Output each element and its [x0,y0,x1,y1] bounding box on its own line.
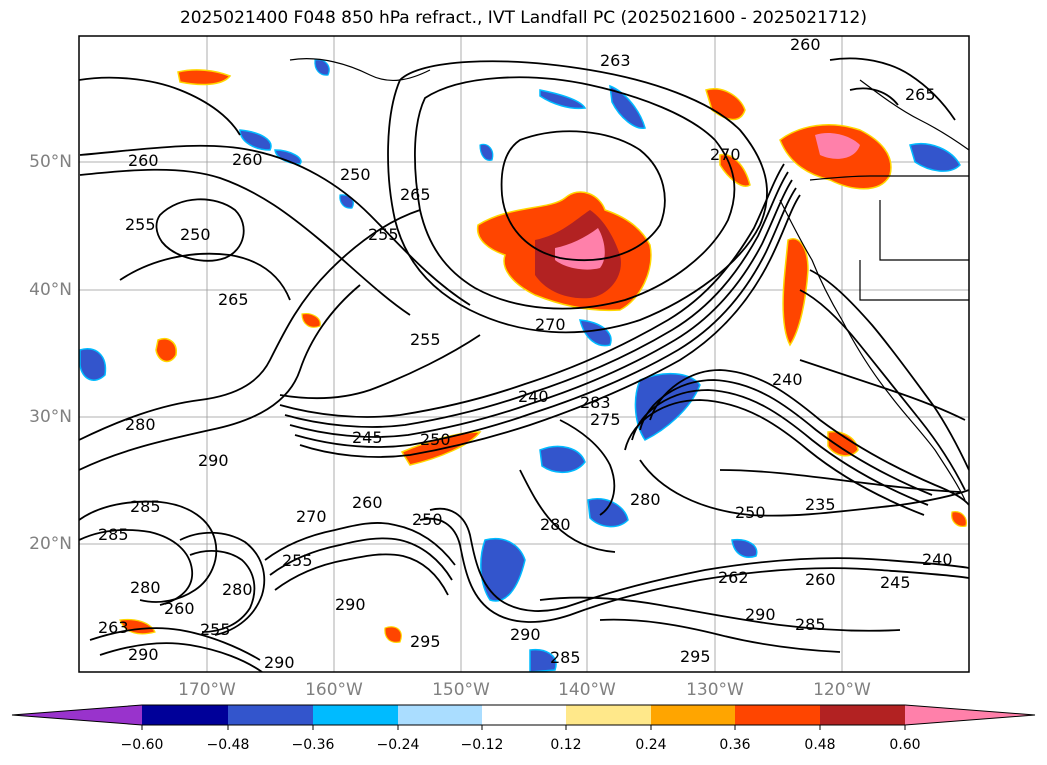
colorbar-segment [651,705,735,725]
contour-label: 250 [412,510,443,529]
contour-label: 263 [98,618,129,637]
contour-label: 265 [400,185,431,204]
contour-label: 290 [745,605,776,624]
colorbar-tick-label: −0.60 [120,737,164,753]
colorbar-segment [398,705,482,725]
contour-label: 285 [130,497,161,516]
shaded-refractivity [79,59,967,672]
contour-label: 270 [296,507,327,526]
contour-label: 260 [128,151,159,170]
colorbar-segment [482,705,566,725]
colorbar-segment [142,705,228,725]
lat-label-30n: 30°N [29,407,72,427]
contour-label: 290 [510,625,541,644]
contour-label: 270 [710,145,741,164]
contour-label: 245 [880,573,911,592]
contour-label: 245 [352,428,383,447]
contour-label: 255 [282,551,313,570]
contour-label: 285 [98,525,129,544]
colorbar [11,704,1036,730]
contour-label: 262 [718,568,749,587]
contour-label: 235 [805,495,836,514]
contour-label: 290 [128,645,159,664]
colorbar-tick-label: 0.36 [719,737,751,753]
contour-label: 260 [164,599,195,618]
contour-label: 280 [540,515,571,534]
contour-label: 270 [535,315,566,334]
contour-label: 280 [125,415,156,434]
colorbar-segment [820,705,905,725]
contour-label: 285 [550,648,581,667]
contour-label: 290 [264,653,295,672]
contour-label: 240 [772,370,803,389]
colorbar-tick-label: 0.24 [635,737,667,753]
contour-label: 295 [680,647,711,666]
contour-label: 290 [335,595,366,614]
contour-label: 285 [795,615,826,634]
colorbar-lower-extend [12,705,142,725]
contour-label: 250 [735,503,766,522]
lon-label-120w: 120°W [813,680,871,700]
map-plot-area [79,36,969,672]
colorbar-tick-label: −0.24 [376,737,420,753]
colorbar-segment [566,705,651,725]
contour-label: 260 [790,35,821,54]
colorbar-ticks [141,725,906,730]
lon-label-130w: 130°W [686,680,744,700]
graticule [79,36,969,672]
contour-label: 250 [420,430,451,449]
map-frame [78,35,970,673]
contour-label: 265 [905,85,936,104]
lon-label-150w: 150°W [432,680,490,700]
lon-label-160w: 160°W [305,680,363,700]
colorbar-tick-label: −0.48 [206,737,250,753]
refractivity-contours [79,57,969,672]
contour-label: 263 [600,51,631,70]
contour-label: 280 [222,580,253,599]
contour-label: 240 [922,550,953,569]
contour-label: 295 [410,632,441,651]
colorbar-tick-label: −0.36 [291,737,335,753]
contour-label: 280 [130,578,161,597]
lon-label-140w: 140°W [558,680,616,700]
colorbar-tick-label: 0.60 [889,737,921,753]
lat-label-50n: 50°N [29,152,72,172]
colorbar-segment [735,705,820,725]
coastlines [289,58,969,501]
contour-label: 260 [805,570,836,589]
contour-label: 260 [352,493,383,512]
colorbar-upper-extend [905,705,1035,725]
contour-label: 240 [518,387,549,406]
contour-label: 250 [340,165,371,184]
contour-label-group: 260 255 250 260 250 255 265 265 270 263 … [98,35,953,672]
contour-label: 255 [200,620,231,639]
contour-label: 250 [180,225,211,244]
map-title: 2025021400 F048 850 hPa refract., IVT La… [179,8,867,28]
contour-label: 255 [410,330,441,349]
colorbar-segment [228,705,313,725]
contour-label: 280 [630,490,661,509]
lat-label-40n: 40°N [29,280,72,300]
contour-label: 260 [232,150,263,169]
colorbar-tick-label: 0.12 [550,737,582,753]
colorbar-tick-label: 0.48 [804,737,836,753]
lon-label-170w: 170°W [178,680,236,700]
colorbar-segment [313,705,398,725]
colorbar-tick-label: −0.12 [460,737,504,753]
contour-label: 275 [590,410,621,429]
contour-label: 283 [580,393,611,412]
contour-label: 290 [198,451,229,470]
lat-label-20n: 20°N [29,534,72,554]
contour-label: 255 [368,225,399,244]
contour-label: 265 [218,290,249,309]
contour-label: 255 [125,215,156,234]
